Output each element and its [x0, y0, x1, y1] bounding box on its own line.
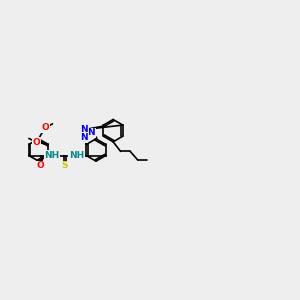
Text: NH: NH: [44, 151, 59, 160]
Text: N: N: [88, 128, 95, 137]
Text: N: N: [80, 125, 88, 134]
Text: O: O: [37, 161, 45, 170]
Text: S: S: [61, 161, 68, 170]
Text: O: O: [33, 138, 40, 147]
Text: NH: NH: [69, 151, 84, 160]
Text: O: O: [41, 123, 49, 132]
Text: N: N: [80, 133, 87, 142]
